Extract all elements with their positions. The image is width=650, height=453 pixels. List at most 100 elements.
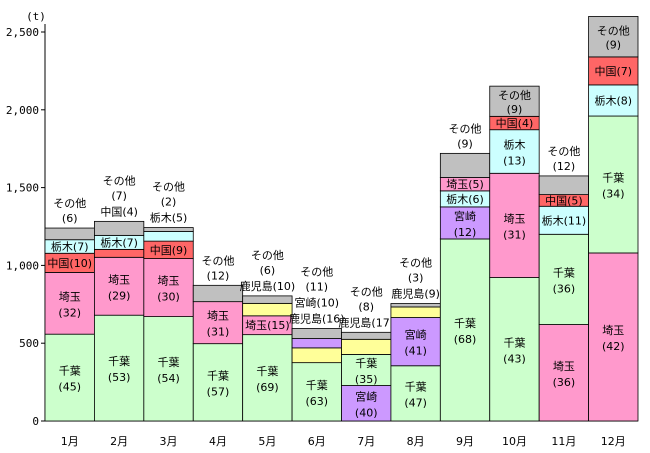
y-tick-label: 1,500: [6, 182, 39, 195]
bar-segment-other: [192, 284, 244, 303]
bar-segment-chiba: [44, 333, 95, 422]
segment-label-chugoku: 中国(7): [594, 65, 632, 78]
x-tick-label: 8月: [407, 435, 425, 448]
segment-pct-chiba: (54): [157, 372, 180, 385]
bar-segment-kagoshima: [390, 306, 441, 318]
segment-pct-chiba: (36): [553, 282, 576, 295]
x-tick-label: 11月: [551, 435, 576, 448]
segment-label-saitama: 埼玉: [602, 323, 624, 337]
segment-label-other: その他: [399, 257, 432, 270]
y-tick-label: 500: [19, 337, 39, 350]
bar-segment-other: [489, 85, 540, 117]
segment-pct-saitama: (30): [157, 291, 180, 304]
bar-segment-other: [538, 175, 589, 196]
segment-label-chugoku: 中国(9): [150, 244, 188, 257]
x-tick-label: 1月: [61, 435, 79, 448]
bar-segment-tochigi: [143, 231, 194, 242]
segment-label-saitama: 埼玉: [207, 309, 229, 323]
segment-label-miyazaki: 宮崎: [454, 209, 476, 223]
segment-label-chiba: 千葉: [454, 316, 476, 330]
segment-label-other: その他: [350, 285, 383, 298]
bar-segment-other: [341, 331, 392, 340]
segment-label-saitama: 埼玉: [503, 211, 525, 225]
segment-label-other: その他: [449, 122, 482, 135]
segment-label-saitama: 埼玉: [158, 274, 180, 288]
segment-label-kagoshima: 鹿児島(16): [289, 311, 345, 325]
segment-pct-miyazaki: (41): [404, 345, 427, 358]
segment-label-other: その他: [498, 89, 531, 102]
segment-label-other: その他: [300, 265, 333, 278]
segment-label-other: その他: [201, 254, 234, 267]
bar-segment-chugoku: [588, 56, 639, 86]
segment-label-other: その他: [251, 249, 284, 262]
segment-label-saitama: 埼玉(5): [446, 177, 484, 191]
y-tick-label: 0: [32, 415, 39, 428]
segment-pct-saitama: (32): [58, 306, 81, 319]
bar-segment-miyazaki: [390, 317, 441, 367]
segment-pct-other: (12): [553, 160, 576, 173]
x-tick-label: 12月: [601, 435, 626, 448]
segment-pct-other: (2): [161, 196, 177, 209]
segment-label-tochigi: 栃木(7): [100, 235, 138, 249]
segment-label-chiba: 千葉: [602, 170, 624, 184]
bar-segment-tochigi: [588, 84, 639, 117]
segment-label-miyazaki: 宮崎(10): [294, 295, 339, 309]
bar-segment-kagoshima: [242, 302, 293, 317]
x-tick-label: 3月: [160, 435, 178, 448]
segment-label-kagoshima: 鹿児島(10): [240, 279, 296, 293]
segment-label-chiba: 千葉: [553, 265, 575, 279]
bar-segment-chiba: [538, 233, 589, 325]
bar-segment-other: [439, 152, 491, 178]
bar-segment-tochigi: [538, 205, 589, 235]
segment-label-chugoku: 中国(4): [100, 205, 138, 218]
segment-label-other: その他: [152, 181, 185, 194]
segment-label-kagoshima: 鹿児島(9): [391, 287, 440, 301]
segment-pct-miyazaki: (12): [454, 226, 477, 239]
segment-pct-other: (6): [260, 264, 276, 277]
segment-label-chugoku: 中国(5): [545, 194, 583, 207]
bar-segment-other: [291, 328, 342, 339]
bar-segment-other: [143, 227, 194, 232]
segment-pct-other: (6): [62, 212, 78, 225]
bar-segment-chiba: [390, 365, 441, 422]
segment-label-chiba: 千葉: [207, 368, 229, 382]
x-tick-label: 5月: [258, 435, 276, 448]
bar-segment-other: [94, 220, 145, 236]
segment-pct-chiba: (69): [256, 381, 279, 394]
x-tick-label: 7月: [357, 435, 375, 448]
segment-label-chiba: 千葉: [59, 364, 81, 378]
bar-segment-chiba: [291, 362, 342, 422]
segment-pct-saitama: (42): [602, 340, 625, 353]
segment-pct-chiba: (68): [454, 333, 477, 346]
segment-label-chiba: 千葉: [158, 355, 180, 369]
bar-segment-chiba: [242, 334, 293, 422]
segment-pct-chiba: (35): [355, 373, 378, 386]
segment-label-chiba: 千葉: [355, 356, 377, 370]
segment-pct-chiba: (43): [503, 352, 526, 365]
bar-segment-chiba: [489, 277, 540, 422]
segment-label-other: その他: [103, 174, 136, 187]
segment-pct-tochigi: (13): [503, 155, 526, 168]
segment-pct-chiba: (47): [404, 396, 427, 409]
segment-label-tochigi: 栃木(8): [594, 93, 632, 107]
bar-segment-saitama: [489, 172, 540, 278]
x-tick-label: 10月: [502, 435, 527, 448]
segment-pct-chiba: (45): [58, 381, 81, 394]
bar-segment-kagoshima: [341, 338, 392, 355]
bar-segment-other: [242, 295, 293, 304]
segment-pct-other: (9): [457, 137, 473, 150]
segment-label-other: その他: [547, 145, 580, 158]
segment-label-saitama: 埼玉: [59, 289, 81, 303]
y-tick-label: 2,000: [6, 104, 39, 117]
segment-pct-other: (7): [111, 189, 127, 202]
segment-label-miyazaki: 宮崎: [355, 389, 377, 403]
x-tick-label: 2月: [110, 435, 128, 448]
segment-label-tochigi: 栃木: [503, 138, 525, 152]
segment-pct-saitama: (36): [553, 376, 576, 389]
segment-pct-saitama: (29): [108, 289, 131, 302]
segment-label-tochigi: 栃木(6): [446, 192, 484, 206]
segment-label-chiba: 千葉: [503, 335, 525, 349]
bar-segment-saitama: [192, 301, 244, 345]
segment-label-other: その他: [597, 25, 630, 38]
bar-segment-saitama: [44, 272, 95, 335]
